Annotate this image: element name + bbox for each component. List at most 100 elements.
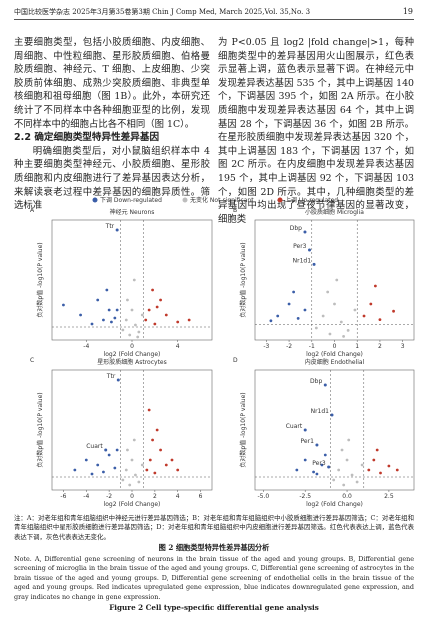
point: [128, 333, 132, 337]
gene-label: Ttr: [106, 373, 116, 380]
gene-point: [330, 413, 334, 417]
point: [107, 308, 111, 312]
point: [345, 458, 349, 462]
point: [126, 298, 129, 302]
x-tick-label: 1: [355, 343, 359, 350]
point: [159, 448, 162, 452]
point: [121, 328, 125, 332]
point: [132, 438, 136, 442]
point: [303, 458, 307, 462]
point: [342, 483, 346, 487]
panel-title: 星形胶质细胞 Astrocytes: [97, 358, 167, 366]
point: [395, 468, 399, 472]
point: [314, 326, 318, 330]
point: [303, 308, 307, 312]
point: [134, 473, 137, 477]
x-tick-label: -6: [60, 493, 66, 500]
gene-point: [115, 228, 119, 232]
point: [346, 329, 350, 332]
legend-swatch: [182, 197, 188, 203]
point: [340, 448, 344, 452]
point: [332, 478, 336, 482]
paragraph: 主要细胞类型，包括小胶质细胞、内皮细胞、周细胞、中性粒细胞、星形胶质细胞、伯格曼…: [14, 37, 210, 130]
point: [269, 319, 273, 323]
gene-point: [303, 230, 307, 234]
point: [124, 468, 128, 472]
point: [337, 468, 341, 472]
point: [170, 458, 174, 462]
point: [362, 314, 366, 318]
panel-label: A: [30, 207, 35, 214]
point: [62, 303, 65, 307]
x-tick-label: 0.0: [342, 493, 352, 500]
gene-label: Nr1d1: [293, 257, 312, 264]
point: [378, 318, 382, 321]
point: [132, 278, 136, 282]
x-tick-label: 2.5: [384, 493, 394, 500]
panel-title: 小胶质细胞 Microglia: [305, 208, 364, 216]
gene-point: [308, 248, 312, 252]
legend-label: 上调 Up-regulated: [285, 196, 338, 204]
x-tick-label: 2: [378, 343, 382, 350]
y-axis-label: 负对数p值 -log10(P value): [36, 392, 44, 467]
point: [102, 318, 105, 322]
point: [353, 308, 357, 312]
point: [113, 316, 117, 320]
point: [159, 298, 162, 302]
point: [73, 468, 77, 472]
point: [144, 318, 148, 322]
point: [90, 322, 94, 326]
gene-point: [323, 383, 327, 387]
point: [373, 284, 377, 288]
gene-point: [104, 448, 108, 452]
gene-label: Per3: [293, 243, 307, 250]
x-tick-label: -2: [286, 343, 292, 350]
x-tick-label: 4: [176, 493, 180, 500]
caption-title-cn: 图 2 细胞类型特异性差异基因分析: [158, 543, 270, 552]
gene-point: [315, 443, 319, 447]
legend-label: 无变化 Not-significant: [190, 196, 254, 204]
figure: 下调 Down-regulated 无变化 Not-significant 上调 U…: [30, 196, 415, 508]
point: [164, 313, 168, 317]
point: [130, 458, 134, 462]
x-tick-label: -3: [263, 343, 269, 350]
caption-note-cn: 注：A：对老年组和青年组脑组织中神经元进行差异基因筛选；B：对老年组和青年组脑组…: [14, 514, 414, 541]
point: [155, 305, 159, 309]
point: [148, 458, 152, 462]
gene-label: Dbp: [290, 225, 302, 232]
point: [360, 463, 364, 467]
gene-point: [312, 262, 316, 266]
point: [124, 318, 128, 322]
point: [347, 438, 351, 442]
gene-label: Cuart: [86, 443, 103, 450]
paragraph: 为 P<0.05 且 log2 |fold change|>1，每种细胞类型中的…: [218, 37, 414, 225]
gene-label: Cuart: [286, 423, 303, 430]
x-axis-label: log2 (Fold Change): [104, 351, 161, 358]
point: [90, 472, 94, 476]
x-tick-label: 6: [199, 493, 203, 500]
gene-label: Dbp: [310, 378, 322, 385]
point: [79, 313, 82, 317]
x-tick-label: 3: [401, 343, 405, 350]
paragraph: 明确细胞类型后，对小鼠脑组织样本中 4 种主要细胞类型神经元、小胶质细胞、星形胶…: [14, 145, 210, 212]
point: [155, 428, 159, 432]
point: [296, 317, 300, 320]
point: [387, 464, 391, 468]
point: [105, 288, 109, 292]
point: [335, 278, 339, 282]
point: [102, 470, 105, 474]
point: [151, 288, 154, 292]
x-tick-label: -4: [83, 343, 89, 350]
point: [153, 471, 157, 475]
panel-title: 内皮细胞 Endothelial: [305, 358, 365, 366]
point: [96, 298, 100, 302]
point: [137, 330, 141, 334]
point: [130, 308, 134, 312]
y-axis-label: 负对数p值 -log10(P value): [36, 242, 44, 317]
point: [379, 471, 382, 475]
plot-frame: [51, 219, 213, 341]
y-axis-label: 负对数p值 -log10(P value): [239, 392, 247, 467]
legend-swatch: [277, 197, 283, 203]
x-tick-label: 0: [130, 343, 134, 350]
point: [121, 478, 125, 482]
